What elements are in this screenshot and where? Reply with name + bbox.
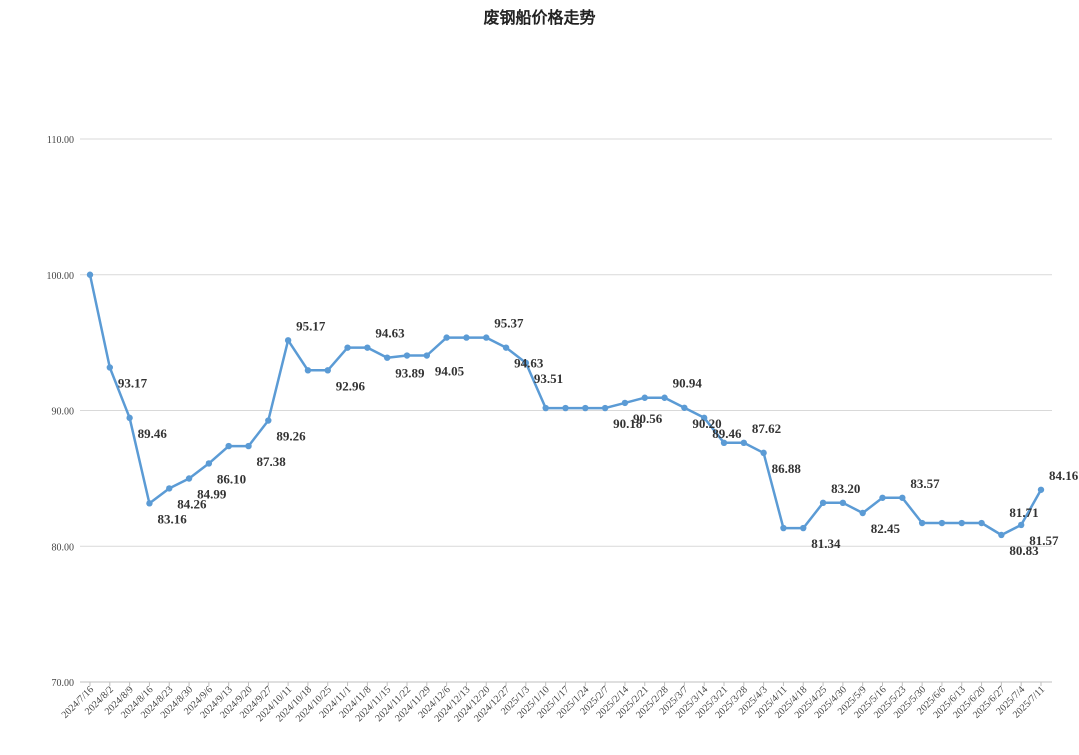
data-label: 83.20 [831,481,860,496]
data-point [978,519,985,527]
data-label: 94.63 [375,326,405,341]
data-point [859,509,866,517]
data-point [146,500,153,507]
data-label: 83.16 [157,511,187,526]
data-label: 86.10 [217,471,246,486]
data-label: 86.88 [772,461,802,476]
data-point [938,519,946,527]
data-label: 87.62 [752,421,781,436]
data-point [522,359,530,367]
data-point [899,494,906,501]
data-point [681,404,688,411]
data-point [423,352,431,359]
data-label: 84.26 [177,496,207,511]
data-label: 81.34 [811,536,841,551]
data-point [364,344,371,351]
data-label: 94.05 [435,364,465,379]
data-point [225,442,232,450]
data-label: 82.45 [871,521,901,536]
y-tick-label: 110.00 [47,135,74,146]
data-label: 87.38 [257,454,287,469]
data-point [879,494,886,501]
data-label: 80.83 [1009,543,1039,558]
y-tick-label: 100.00 [47,271,75,282]
data-point [245,442,252,450]
data-point [106,364,114,371]
data-point [185,475,193,482]
data-label: 81.71 [1009,505,1038,520]
data-point [998,531,1005,539]
data-label: 90.94 [673,376,703,391]
data-point [502,344,510,351]
data-point [324,367,331,374]
data-point [166,485,173,492]
data-label: 89.46 [712,426,742,441]
data-label: 81.57 [1029,533,1059,548]
data-point [383,354,391,361]
data-point [562,404,569,412]
data-point [601,404,609,412]
data-point [542,404,549,412]
data-point [740,439,748,447]
data-label: 93.51 [534,371,563,386]
data-label: 89.46 [138,426,168,441]
data-label: 89.26 [276,429,306,444]
data-point [344,344,351,351]
data-point [1017,521,1025,529]
data-point [403,352,411,359]
data-point [760,449,767,457]
data-point [958,519,965,527]
y-tick-label: 90.00 [52,407,75,418]
data-point [800,524,807,532]
data-label: 84.99 [197,487,227,502]
data-point [463,334,470,341]
y-tick-label: 80.00 [52,542,75,553]
data-point [582,404,589,412]
data-point [205,460,213,467]
data-label: 95.17 [296,318,326,333]
y-tick-label: 70.00 [52,678,75,689]
data-point [443,334,450,341]
data-label: 90.20 [692,416,721,431]
chart-title: 废钢船价格走势 [483,8,596,27]
data-point [720,439,728,447]
data-label: 90.18 [613,416,643,431]
data-point [304,367,312,374]
data-point [700,414,708,422]
data-label: 93.89 [395,366,425,381]
data-point [284,337,292,344]
data-label: 84.16 [1049,468,1079,483]
data-point [126,414,133,422]
data-label: 94.63 [514,356,544,371]
data-point [621,399,629,407]
data-label: 83.57 [910,476,940,491]
data-point [780,524,787,532]
data-point [265,417,272,424]
data-point [86,271,94,278]
data-point [819,499,827,507]
data-point [483,334,490,341]
data-point [1037,486,1045,493]
data-point [839,499,847,507]
data-label: 93.17 [118,375,148,390]
data-point [918,519,926,527]
data-label: 92.96 [336,378,366,393]
data-label: 90.56 [633,411,663,426]
data-label: 95.37 [494,316,524,331]
data-point [661,394,668,401]
data-point [641,394,648,401]
